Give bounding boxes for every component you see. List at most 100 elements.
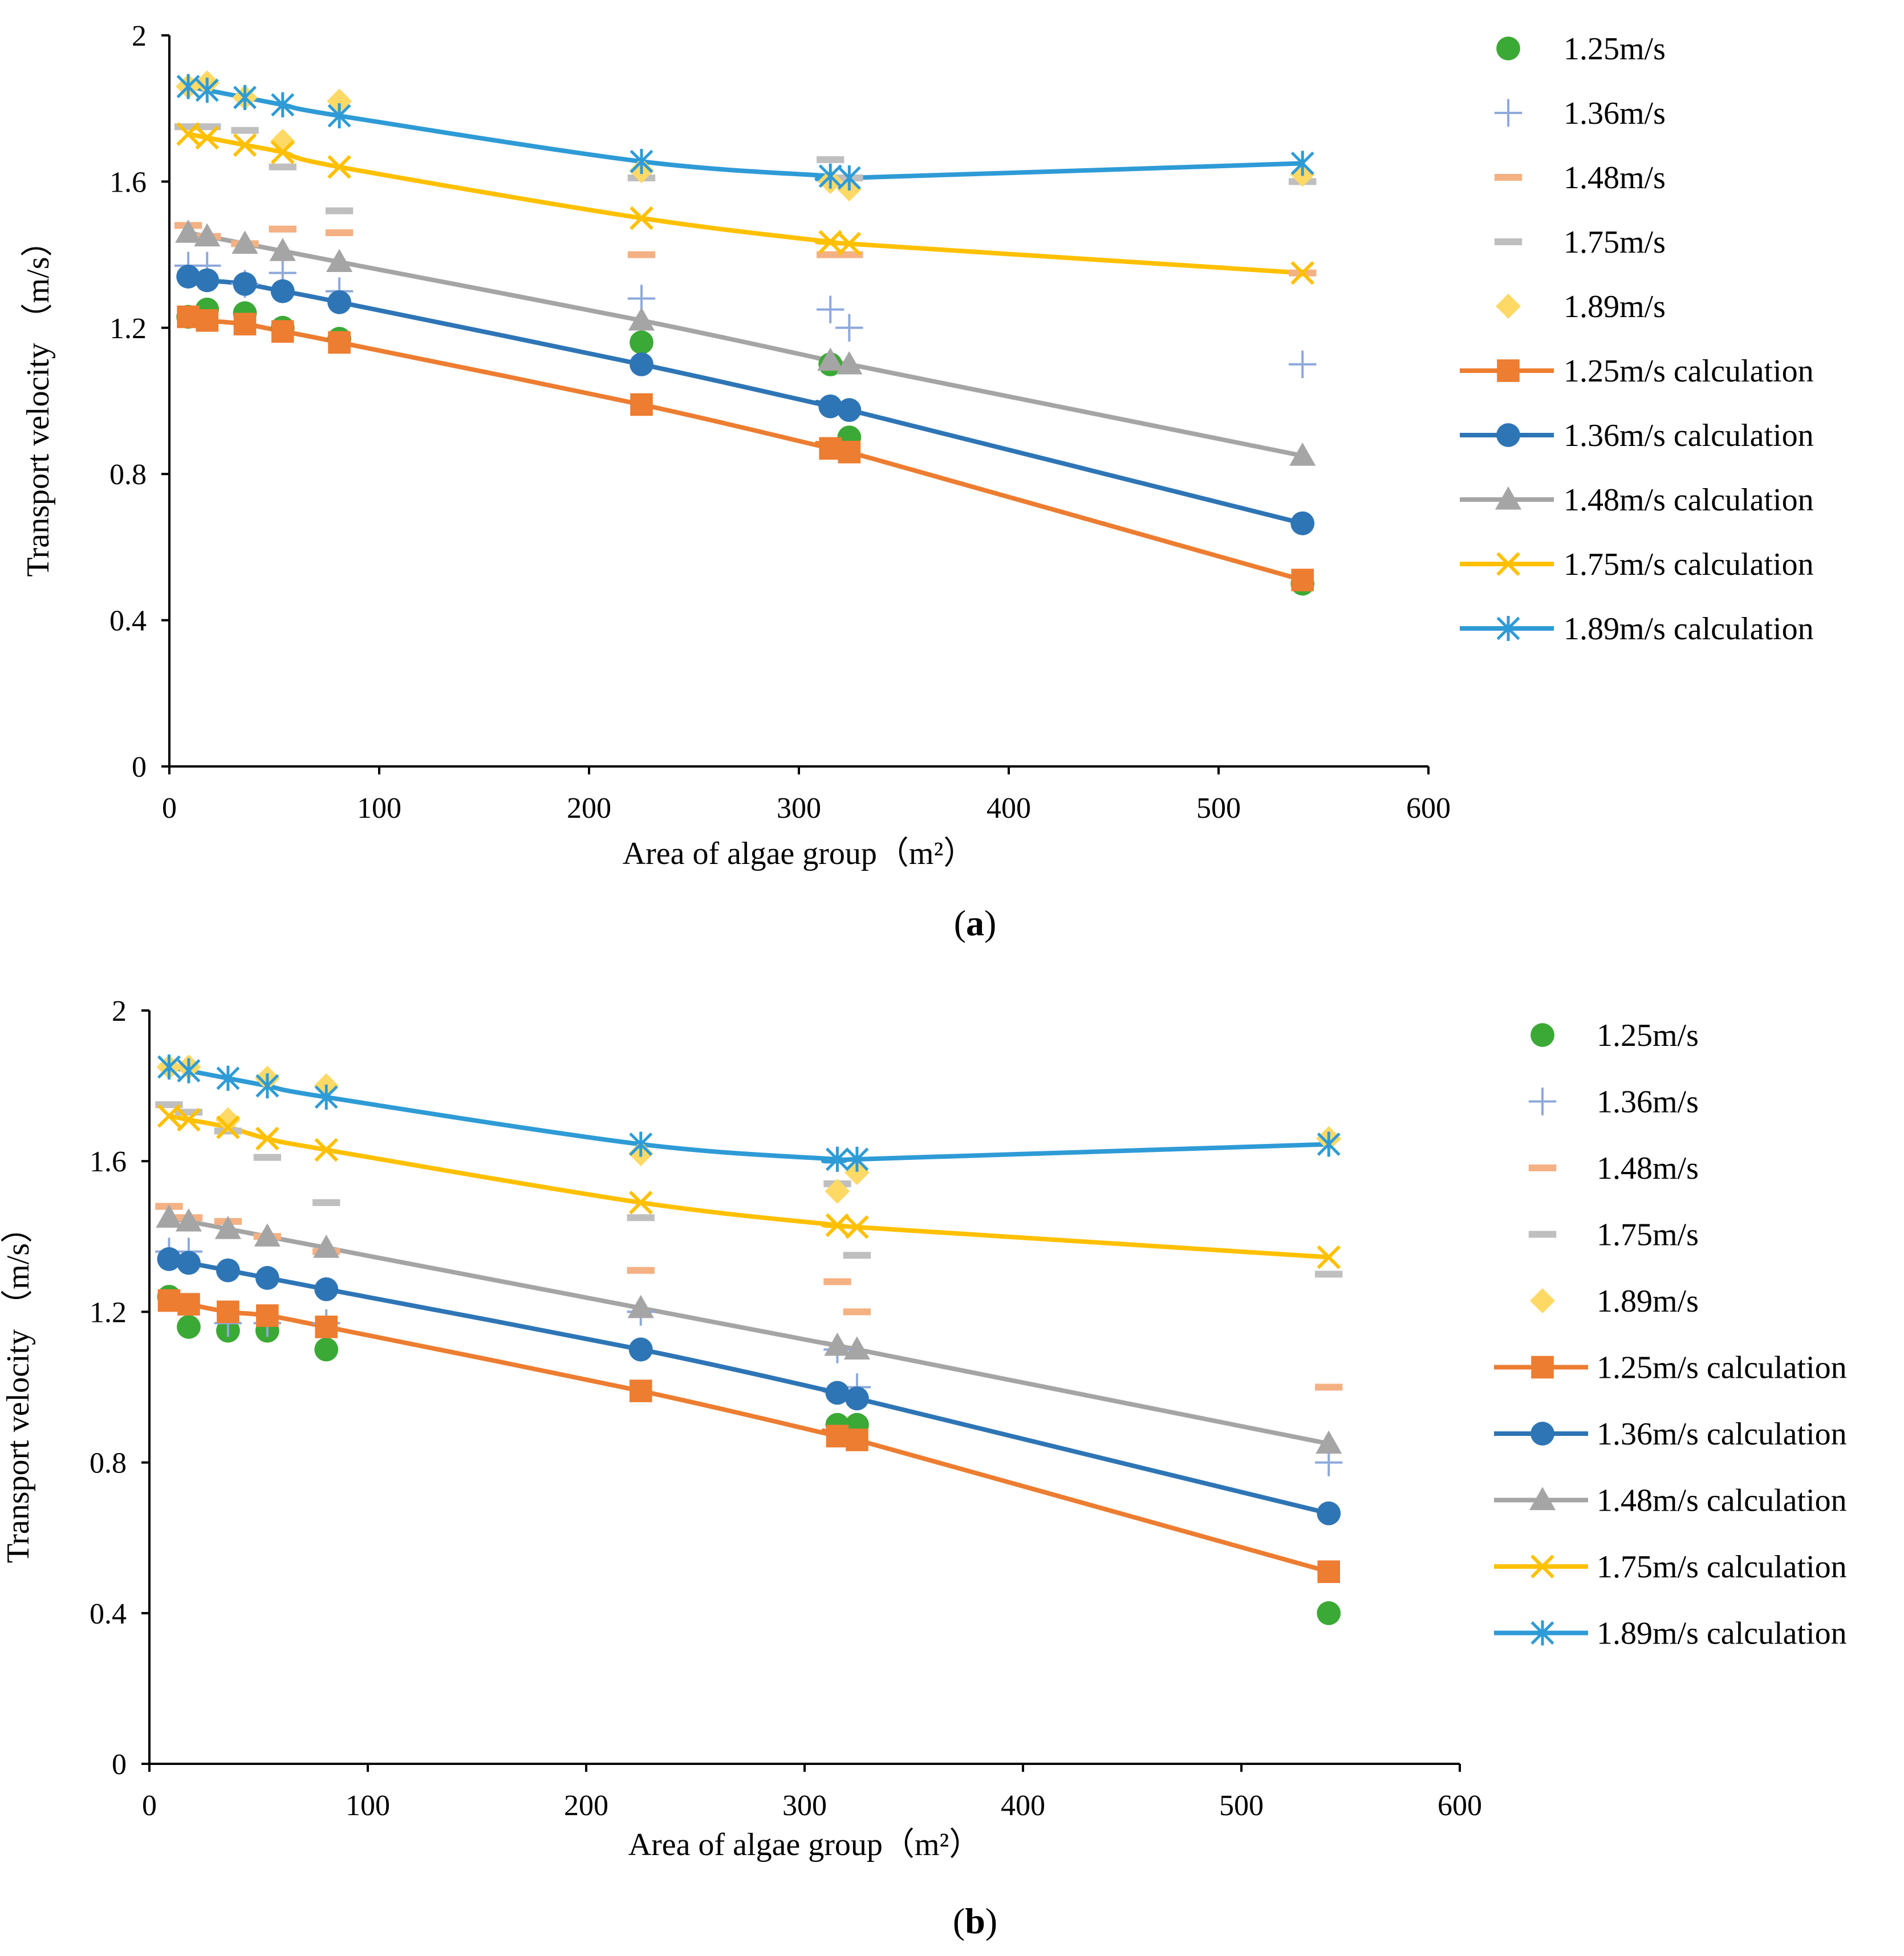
calc-point-3 <box>825 1213 850 1237</box>
legend: 1.25m/s 1.36m/s 1.48m/s 1.75m/s 1.89m/s 1.25m… <box>1460 31 1814 647</box>
legend-marker <box>1528 1231 1557 1238</box>
legend-label: 1.75m/s <box>1597 1218 1699 1253</box>
calc-point-3 <box>628 1191 653 1215</box>
calc-point-0 <box>1291 569 1314 591</box>
observed-point-3 <box>843 1252 871 1259</box>
calc-point-2 <box>156 1204 182 1228</box>
legend-marker <box>1531 1356 1554 1379</box>
legend-label: 1.48m/s <box>1597 1151 1699 1186</box>
calc-point-4 <box>825 1146 849 1172</box>
calc-point-4 <box>818 163 842 189</box>
calc-point-2 <box>843 1336 871 1360</box>
observed-point-0 <box>177 1314 201 1339</box>
calc-point-4 <box>1290 151 1314 176</box>
observed-point-3 <box>312 1199 340 1206</box>
calc-point-2 <box>1316 1430 1342 1454</box>
y-tick-label: 0 <box>112 1748 127 1781</box>
legend-marker <box>1496 36 1520 60</box>
calc-point-3 <box>1317 1245 1341 1269</box>
calc-point-4 <box>845 1146 869 1172</box>
calc-point-4 <box>195 78 219 103</box>
observed-point-2 <box>627 251 656 258</box>
observed-point-1 <box>817 295 845 323</box>
calc-point-3 <box>818 230 843 254</box>
legend-marker <box>1529 1487 1556 1511</box>
calc-point-0 <box>315 1316 338 1338</box>
calc-point-4 <box>629 1131 653 1157</box>
calc-point-2 <box>313 1235 340 1258</box>
legend-marker <box>1530 1620 1554 1646</box>
calc-point-3 <box>845 1215 869 1239</box>
calc-point-1 <box>195 268 220 293</box>
calc-point-3 <box>630 206 653 230</box>
calc-point-4 <box>177 1058 201 1083</box>
calc-point-4 <box>255 1073 279 1099</box>
observed-point-2 <box>269 225 297 233</box>
calc-point-0 <box>1317 1560 1340 1583</box>
calc-point-1 <box>255 1266 279 1290</box>
observed-point-4 <box>215 1107 241 1133</box>
calc-point-3 <box>327 155 351 179</box>
calc-point-3 <box>837 232 862 256</box>
calc-point-2 <box>175 220 202 243</box>
calc-line-4 <box>188 84 1303 181</box>
y-axis-title: Transport velocity （m/s） <box>21 225 56 577</box>
calc-point-0 <box>328 331 351 354</box>
x-tick-label: 400 <box>986 792 1031 825</box>
legend-marker <box>1496 423 1520 447</box>
observed-point-4 <box>825 1179 850 1204</box>
legend-label: 1.36m/s calculation <box>1564 418 1814 453</box>
calc-point-0 <box>177 305 200 328</box>
observed-point-3 <box>269 163 297 171</box>
calc-point-3 <box>270 140 295 164</box>
observed-point-1 <box>1289 350 1317 379</box>
legend-label: 1.75m/s calculation <box>1597 1549 1847 1585</box>
x-tick-label: 300 <box>777 792 821 825</box>
calc-point-2 <box>627 1294 654 1318</box>
calc-point-2 <box>194 223 221 247</box>
x-tick-label: 200 <box>564 1789 608 1822</box>
calc-point-4 <box>216 1065 240 1091</box>
legend-label: 1.25m/s <box>1564 31 1666 67</box>
legend-label: 1.25m/s <box>1597 1018 1699 1053</box>
y-tick-label: 0.4 <box>109 605 147 638</box>
calc-point-1 <box>825 1381 850 1405</box>
observed-point-2 <box>325 229 354 237</box>
calc-point-1 <box>177 1251 201 1275</box>
calc-point-0 <box>157 1289 181 1312</box>
y-axis-title: Transport velocity （m/s） <box>1 1211 36 1563</box>
panel-label: (a) <box>954 903 997 943</box>
calc-point-2 <box>1289 443 1316 466</box>
legend-label: 1.48m/s calculation <box>1597 1483 1847 1519</box>
panel-label: (b) <box>953 1901 997 1941</box>
calc-point-0 <box>177 1293 200 1316</box>
calc-point-3 <box>216 1115 240 1139</box>
x-axis-title: Area of algae group（m²） <box>628 1827 981 1862</box>
observed-point-3 <box>155 1101 183 1109</box>
legend-marker <box>1496 552 1520 576</box>
x-tick-label: 100 <box>357 792 401 825</box>
calc-line-0 <box>168 1298 1330 1574</box>
calc-point-0 <box>256 1304 279 1327</box>
calc-line-3 <box>188 132 1303 275</box>
legend-label: 1.36m/s <box>1564 96 1666 131</box>
calc-point-0 <box>819 437 842 460</box>
legend-label: 1.89m/s calculation <box>1597 1616 1847 1651</box>
calc-point-1 <box>216 1258 240 1283</box>
calc-point-2 <box>824 1332 851 1356</box>
y-tick-label: 0.8 <box>109 458 147 491</box>
legend-marker <box>1530 1422 1554 1446</box>
calc-point-3 <box>177 1107 201 1132</box>
calc-point-1 <box>233 271 257 296</box>
calc-point-4 <box>327 103 351 129</box>
calc-point-3 <box>314 1138 339 1162</box>
calc-point-3 <box>255 1126 279 1151</box>
calc-point-0 <box>217 1300 239 1324</box>
calc-point-4 <box>314 1084 338 1110</box>
calc-line-3 <box>168 1114 1329 1260</box>
calc-point-1 <box>327 290 351 314</box>
calc-point-1 <box>630 352 653 376</box>
calc-point-1 <box>845 1386 869 1411</box>
observed-point-3 <box>1315 1271 1343 1278</box>
calc-point-4 <box>271 92 295 117</box>
